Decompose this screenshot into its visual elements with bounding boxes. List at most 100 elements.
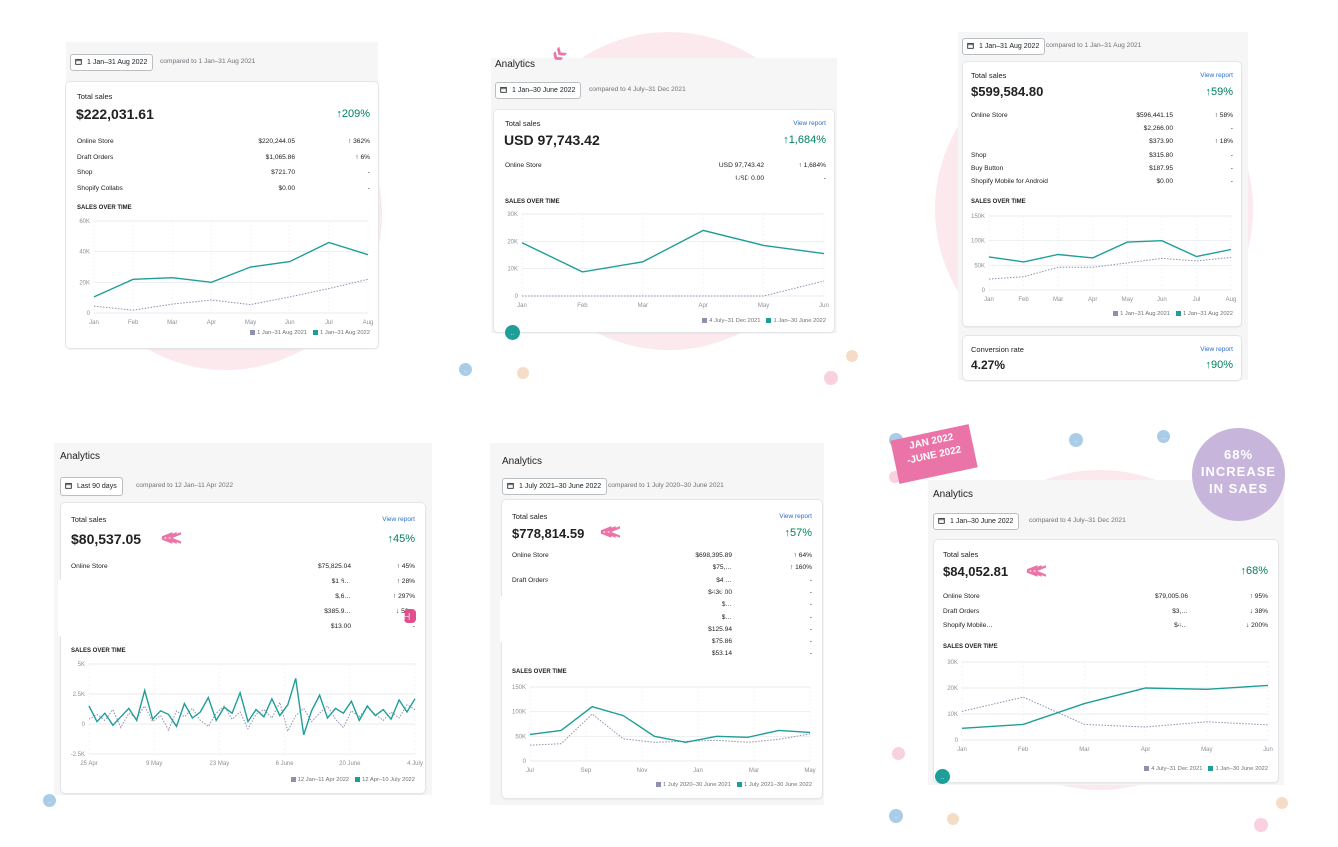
x-tick-label: Jan <box>693 768 703 774</box>
current-period-series-line <box>521 229 825 273</box>
breakdown-row: Online Store $79,005.06 ↑ 95% <box>943 593 1268 605</box>
teal-dot-decoration: .. <box>505 325 520 340</box>
channel-change: - <box>367 184 370 192</box>
breakdown-row: Buy Button $187.95 - <box>971 165 1233 177</box>
breakdown-row: $53.14 - <box>512 650 812 662</box>
date-range-button[interactable]: 1 July 2021–30 June 2022 <box>502 478 608 495</box>
channel-change: - <box>1230 164 1233 172</box>
channel-change: - <box>1230 151 1233 159</box>
breakdown-row: Draft Orders $1,065.86 ↑ 6% <box>77 154 370 166</box>
growth-percentage: ↑45% <box>387 533 415 545</box>
y-tick-label: 20K <box>507 239 518 245</box>
breakdown-row: Shop $721.70 - <box>77 169 370 181</box>
watermark-tagline: THE E-COMMERCE BUSINESS COACH <box>990 645 1233 656</box>
sales-over-time-label: SALES OVER TIME <box>505 199 560 205</box>
watermark-name: SARAH QUINN <box>990 612 1198 637</box>
previous-period-series-line <box>88 701 416 733</box>
breakdown-row: Online Store $220,244.05 ↑ 362% <box>77 138 370 150</box>
channel-value: USD 97,743.42 <box>718 162 764 169</box>
date-range-button[interactable]: Last 90 days <box>60 477 123 496</box>
legend-previous: 4 July–31 Dec 2021 <box>709 318 761 324</box>
legend-current: 1 Jan–31 Aug 2022 <box>320 330 370 336</box>
legend-swatch-previous <box>655 782 661 787</box>
channel-value: $,6… <box>335 593 351 600</box>
date-range-button[interactable]: 1 Jan–31 Aug 2022 <box>962 38 1046 55</box>
x-tick-label: Jan <box>517 303 527 309</box>
date-range-button[interactable]: 1 Jan–30 June 2022 <box>495 82 582 99</box>
breakdown-row: $373.90 ↑ 18% <box>971 138 1233 150</box>
pink-dot-decoration <box>892 747 905 760</box>
x-tick-label: Jan <box>984 297 994 303</box>
y-tick-label: 0 <box>523 759 527 765</box>
view-report-link[interactable]: View report <box>1200 72 1233 79</box>
conversion-rate-card: Conversion rate View report 4.27% ↑90% <box>963 336 1241 380</box>
badge-line-2: INCREASE <box>1200 464 1277 479</box>
growth-percentage: ↑209% <box>336 108 370 120</box>
channel-name: Shopify Mobile for Android <box>971 178 1048 185</box>
view-report-link[interactable]: View report <box>1200 346 1233 353</box>
breakdown-row: Draft Orders $4,… - <box>512 577 812 589</box>
chart-legend: 4 July–31 Dec 2021 1 Jan–30 June 2022 <box>1138 766 1268 772</box>
sales-over-time-label: SALES OVER TIME <box>77 205 132 211</box>
current-period-series-line <box>93 241 369 298</box>
y-tick-label: 60K <box>79 219 90 225</box>
sales-over-time-label: SALES OVER TIME <box>971 199 1026 205</box>
comparison-label: compared to 12 Jan–11 Apr 2022 <box>136 482 234 489</box>
channel-value: $0.00 <box>1156 178 1173 185</box>
breakdown-row: $13.00 - <box>71 623 415 635</box>
legend-current: 1 Jan–30 June 2022 <box>773 318 826 324</box>
growth-percentage: ↑57% <box>784 527 812 539</box>
channel-name: Shop <box>971 151 987 159</box>
view-report-link[interactable]: View report <box>382 516 415 523</box>
view-report-link[interactable]: View report <box>793 120 826 127</box>
channel-change: - <box>1230 178 1233 185</box>
channel-name: Draft Orders <box>77 153 114 161</box>
y-tick-label: 150K <box>512 685 526 691</box>
calendar-icon <box>65 482 72 489</box>
chart-legend: 1 July 2020–30 June 2021 1 July 2021–30 J… <box>650 782 812 788</box>
view-report-link[interactable]: View report <box>779 513 812 520</box>
legend-swatch-current <box>355 777 361 782</box>
watermark-tagline: THE E-COMMERCE BUSINESS COACH <box>170 612 413 623</box>
x-tick-label: Aug <box>1226 297 1237 303</box>
y-tick-label: 100K <box>512 710 526 716</box>
conversion-rate-value: 4.27% <box>971 358 1006 372</box>
channel-value: $596,441.15 <box>1136 112 1173 119</box>
y-tick-label: 0 <box>82 722 86 728</box>
breakdown-row: Online Store USD 97,743.42 ↑ 1,684% <box>505 162 826 174</box>
channel-name: Online Store <box>943 593 980 600</box>
total-sales-label: Total sales <box>943 550 979 559</box>
total-sales-value: USD 97,743.42 <box>504 132 600 148</box>
total-sales-card: Total sales View report $80,537.05 <<< ↑… <box>61 503 425 793</box>
calendar-icon <box>967 42 974 49</box>
sales-over-time-label: SALES OVER TIME <box>512 669 567 675</box>
conversion-rate-growth: ↑90% <box>1205 359 1233 371</box>
channel-value: $3,… <box>1172 607 1188 615</box>
channel-change: ↑ 45% <box>396 563 415 570</box>
analytics-panel-1: 1 Jan–31 Aug 2022 compared to 1 Jan–31 A… <box>66 42 378 348</box>
x-tick-label: 6 June <box>276 761 295 767</box>
blue-dot-decoration: .. <box>459 363 472 376</box>
breakdown-row: Online Store $596,441.15 ↑ 58% <box>971 112 1233 124</box>
teal-dot-decoration: .. <box>935 769 950 784</box>
date-range-label: 1 Jan–30 June 2022 <box>950 518 1014 525</box>
date-range-button[interactable]: 1 Jan–31 Aug 2022 <box>70 54 154 71</box>
channel-value: $698,395.89 <box>695 552 732 559</box>
date-range-button[interactable]: 1 Jan–30 June 2022 <box>933 513 1020 530</box>
x-tick-label: Aug <box>363 320 374 326</box>
calendar-icon <box>500 86 507 93</box>
breakdown-row: $75.86 - <box>512 638 812 650</box>
channel-change: - <box>809 588 812 596</box>
x-tick-label: Mar <box>1053 297 1063 303</box>
x-tick-label: 23 May <box>210 761 230 767</box>
breakdown-row: $… - <box>512 601 812 613</box>
channel-change: - <box>367 169 370 176</box>
channel-value: $373.90 <box>1149 138 1173 146</box>
watermark-tagline: THE E-COMMERCE BUSINESS COACH <box>575 602 818 613</box>
x-tick-label: 20 June <box>339 761 361 767</box>
total-sales-value: $222,031.61 <box>76 106 154 122</box>
legend-swatch-previous <box>702 318 708 323</box>
y-tick-label: 0 <box>982 288 986 294</box>
legend-previous: 12 Jan–11 Apr 2022 <box>297 777 350 783</box>
growth-percentage: ↑59% <box>1205 86 1233 98</box>
